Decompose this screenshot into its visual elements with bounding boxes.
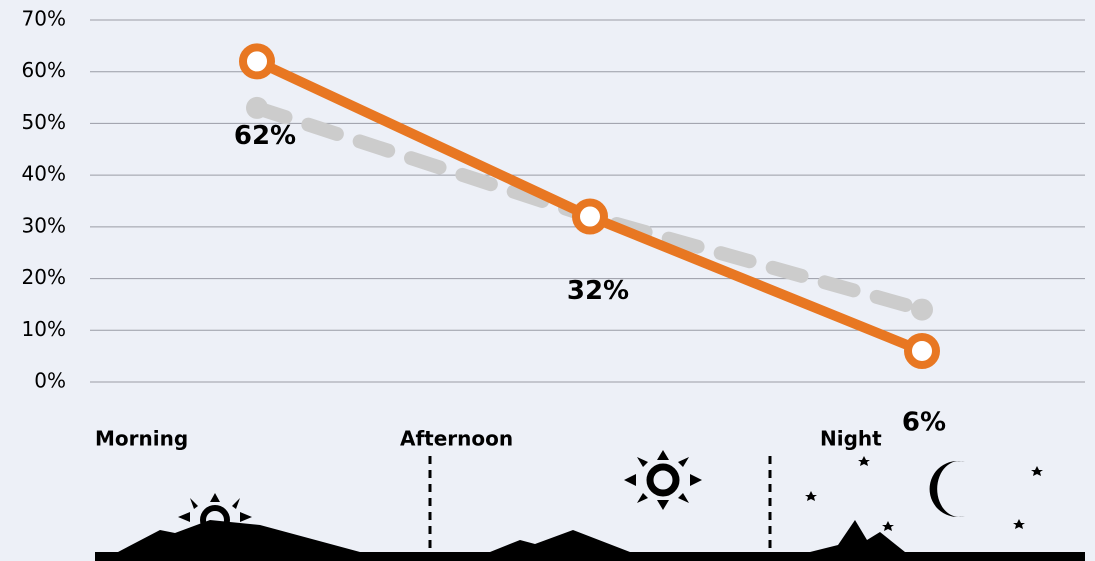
value-label: 62% (234, 121, 296, 151)
y-tick-label: 60% (22, 58, 66, 82)
point (904, 332, 940, 369)
ground (95, 520, 1085, 561)
category-label: Night (820, 427, 882, 451)
y-tick-label: 0% (34, 369, 66, 393)
y-tick-label: 20% (22, 265, 66, 289)
y-tick-label: 30% (22, 213, 66, 237)
category-label: Afternoon (400, 427, 513, 451)
y-tick-label: 40% (22, 162, 66, 186)
point (911, 298, 933, 321)
rising-sun (178, 493, 252, 535)
point (572, 198, 608, 235)
illustration (95, 450, 1085, 561)
y-tick-label: 50% (22, 110, 66, 134)
stars (805, 456, 1043, 531)
moon (929, 461, 965, 517)
value-label: 32% (567, 276, 629, 306)
value-label: 6% (902, 407, 946, 437)
point (246, 96, 268, 119)
y-tick-label: 10% (22, 317, 66, 341)
category-label: Morning (95, 427, 188, 451)
point (239, 43, 275, 80)
y-tick-label: 70% (22, 7, 66, 31)
sun (624, 450, 702, 510)
